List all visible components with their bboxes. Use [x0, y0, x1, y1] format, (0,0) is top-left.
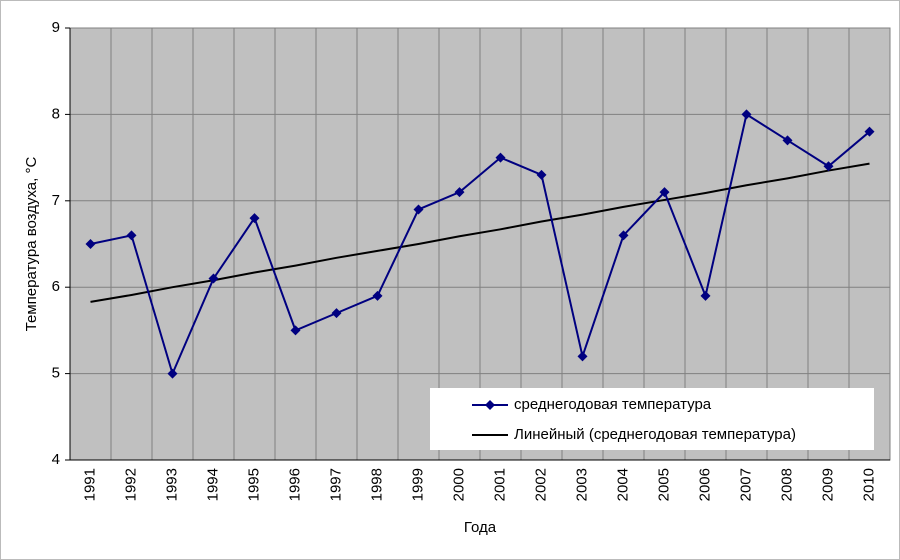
- x-tick-label: 1993: [163, 468, 180, 501]
- x-tick-label: 2003: [573, 468, 590, 501]
- data-point: [85, 239, 96, 249]
- data-point: [618, 230, 629, 241]
- x-tick-label: 1992: [122, 468, 139, 501]
- x-tick-label: 2002: [532, 468, 549, 501]
- data-point: [495, 152, 506, 163]
- x-tick-label: 1994: [204, 468, 221, 501]
- y-tick-label: 6: [52, 278, 60, 295]
- x-tick-label: 1999: [409, 468, 426, 501]
- data-point: [454, 187, 465, 198]
- x-tick-label: 2007: [737, 468, 754, 501]
- data-point: [700, 290, 711, 301]
- x-axis-title: Года: [464, 519, 497, 536]
- data-point: [208, 273, 219, 284]
- y-tick-label: 5: [52, 365, 60, 382]
- x-tick-label: 2005: [655, 468, 672, 501]
- data-point: [126, 230, 137, 241]
- data-point: [577, 351, 588, 362]
- data-point: [331, 308, 342, 319]
- data-point: [659, 187, 670, 198]
- x-tick-label: 1991: [81, 468, 98, 501]
- x-tick-label: 1996: [286, 468, 303, 501]
- y-axis-title: Температура воздуха, °С: [23, 157, 40, 332]
- x-tick-label: 2000: [450, 468, 467, 501]
- legend-box: [430, 388, 874, 450]
- x-tick-label: 2008: [778, 468, 795, 501]
- data-point: [249, 213, 260, 224]
- y-tick-label: 7: [52, 192, 60, 209]
- data-point: [167, 368, 178, 379]
- data-point: [372, 290, 383, 301]
- legend-marker: [485, 400, 495, 410]
- series-line: [90, 112, 871, 377]
- legend-label: среднегодовая температура: [514, 396, 712, 413]
- x-tick-label: 2006: [696, 468, 713, 501]
- series-line: [90, 162, 870, 303]
- data-point: [413, 204, 424, 215]
- data-point: [782, 135, 793, 146]
- x-tick-label: 2009: [819, 468, 836, 501]
- x-tick-label: 1995: [245, 468, 262, 501]
- data-point: [290, 325, 301, 336]
- data-point: [741, 109, 752, 120]
- y-tick-label: 9: [52, 19, 60, 36]
- x-tick-label: 2001: [491, 468, 508, 501]
- data-point: [864, 126, 875, 137]
- x-tick-label: 1997: [327, 468, 344, 501]
- x-tick-label: 2004: [614, 468, 631, 501]
- data-point: [536, 169, 547, 180]
- y-tick-label: 8: [52, 105, 60, 122]
- x-tick-label: 1998: [368, 468, 385, 501]
- legend-label: Линейный (среднегодовая температура): [514, 426, 796, 443]
- y-tick-label: 4: [52, 451, 60, 468]
- data-point: [823, 161, 834, 172]
- x-tick-label: 2010: [860, 468, 877, 501]
